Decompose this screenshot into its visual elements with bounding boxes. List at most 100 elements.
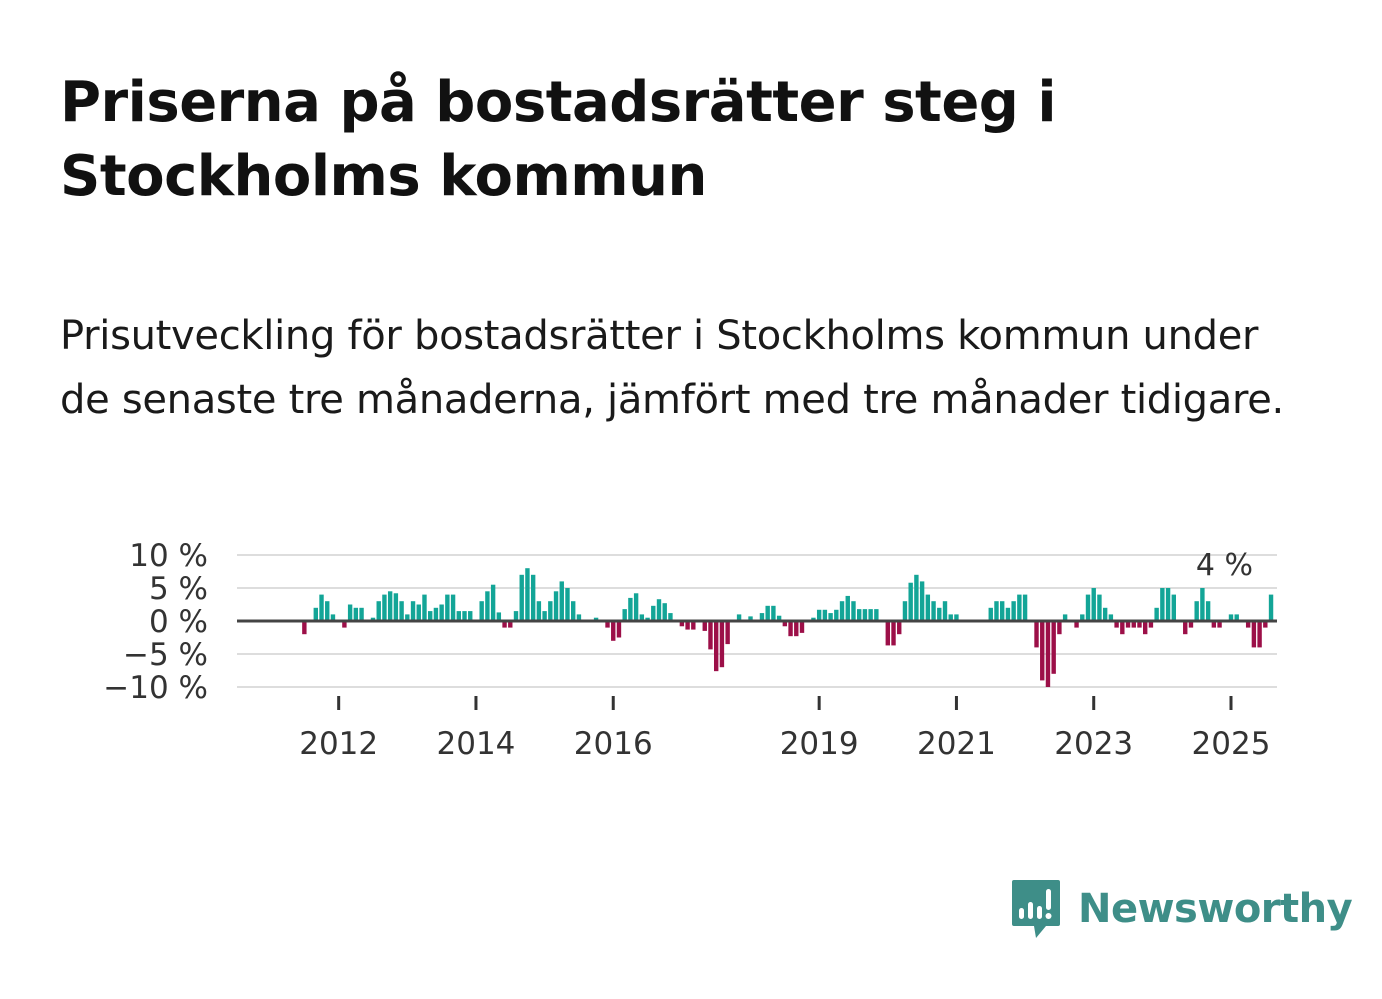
bar xyxy=(445,594,450,621)
bar xyxy=(874,609,879,621)
bar xyxy=(1217,621,1222,628)
bar xyxy=(405,614,410,621)
bar xyxy=(1251,621,1257,648)
bar xyxy=(1114,621,1119,628)
bar xyxy=(548,601,553,621)
bar xyxy=(708,621,713,650)
bar xyxy=(1183,621,1188,635)
bar-series xyxy=(302,568,1274,687)
bar xyxy=(851,601,856,621)
bar xyxy=(416,604,421,621)
bar xyxy=(839,601,845,621)
bar xyxy=(628,597,633,621)
x-tick-label: 2016 xyxy=(574,726,653,762)
bar xyxy=(759,613,765,621)
bar xyxy=(822,609,828,621)
bar xyxy=(1034,621,1039,648)
bar xyxy=(919,581,925,621)
bar xyxy=(714,621,719,672)
last-value-annotation: 4 % xyxy=(1196,548,1253,583)
bar xyxy=(908,582,913,621)
y-tick-label: −5 % xyxy=(123,637,208,673)
y-axis-labels: 10 %5 %0 %−5 %−10 % xyxy=(103,538,208,706)
bar xyxy=(719,621,725,668)
bar xyxy=(799,621,805,633)
bar xyxy=(954,614,959,621)
y-tick-label: 0 % xyxy=(149,604,208,640)
bar xyxy=(479,601,484,621)
bar xyxy=(353,607,359,621)
chart-title: Priserna på bostadsrätter steg i Stockho… xyxy=(60,70,1057,209)
bar xyxy=(387,591,393,621)
bar xyxy=(496,612,502,621)
bar xyxy=(330,614,336,621)
bar xyxy=(776,615,782,621)
bar xyxy=(565,588,570,621)
bar xyxy=(519,574,524,621)
bar xyxy=(811,617,816,621)
bar xyxy=(1045,621,1051,687)
bar xyxy=(1125,621,1131,628)
bar xyxy=(857,609,862,621)
bar xyxy=(845,595,850,621)
bar xyxy=(468,611,473,621)
bar xyxy=(1205,601,1211,621)
bar xyxy=(439,604,444,621)
chart-subtitle: Prisutveckling för bostadsrätter i Stock… xyxy=(60,313,1284,423)
bar xyxy=(685,621,690,630)
bar xyxy=(382,594,387,621)
bar xyxy=(542,611,547,621)
bar xyxy=(902,601,908,621)
bar xyxy=(948,614,953,621)
bar xyxy=(1171,594,1176,621)
bar xyxy=(1062,614,1068,621)
bar xyxy=(502,621,507,628)
bar xyxy=(862,609,868,621)
bar xyxy=(513,611,519,621)
bar xyxy=(1017,594,1022,621)
bar xyxy=(679,621,685,627)
bar xyxy=(1080,614,1085,621)
bar xyxy=(885,621,890,646)
y-tick-label: −10 % xyxy=(103,670,208,706)
bar xyxy=(1131,621,1136,628)
bar xyxy=(725,621,730,645)
bar xyxy=(553,591,559,621)
bar xyxy=(1263,621,1268,628)
x-tick-label: 2012 xyxy=(299,726,378,762)
bar xyxy=(559,581,564,621)
x-tick-label: 2014 xyxy=(437,726,516,762)
bar xyxy=(376,601,381,621)
bar xyxy=(736,614,742,621)
bar xyxy=(399,601,404,621)
bar xyxy=(359,607,364,621)
bar xyxy=(530,574,536,621)
bar xyxy=(988,607,993,621)
bar xyxy=(834,609,839,621)
bar xyxy=(937,607,942,621)
y-tick-label: 5 % xyxy=(149,571,208,607)
bar xyxy=(994,601,999,621)
bar xyxy=(931,601,936,621)
bar xyxy=(462,611,467,621)
bar xyxy=(828,613,833,621)
bar xyxy=(1108,614,1114,621)
y-tick-label: 10 % xyxy=(129,538,208,574)
bar xyxy=(1097,594,1102,621)
bar xyxy=(433,607,439,621)
bar xyxy=(422,594,427,621)
bar xyxy=(1200,588,1205,621)
bar xyxy=(571,601,576,621)
bar xyxy=(1011,601,1016,621)
bar xyxy=(1120,621,1125,635)
bar xyxy=(616,621,622,638)
bar xyxy=(456,611,461,621)
bar xyxy=(868,609,873,621)
newsworthy-brand: Newsworthy xyxy=(1010,878,1353,940)
bar xyxy=(891,621,896,646)
bar xyxy=(450,594,456,621)
bar xyxy=(794,621,799,637)
bar xyxy=(302,621,307,635)
bar xyxy=(748,616,753,621)
bar xyxy=(1154,607,1159,621)
